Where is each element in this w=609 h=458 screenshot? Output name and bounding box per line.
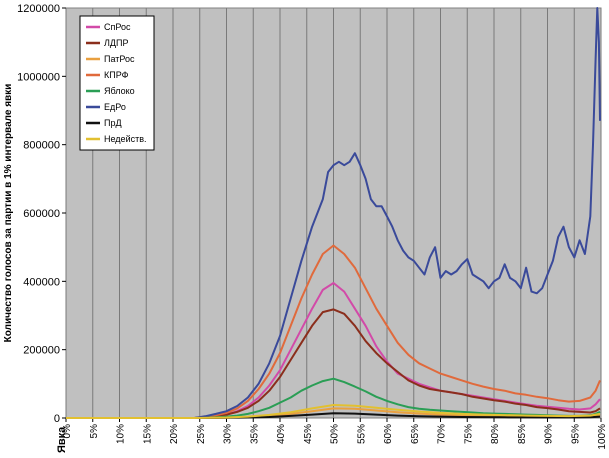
series-line-1 (66, 282, 601, 419)
x-tick-label: 95% (570, 424, 581, 444)
y-tick-label: 0 (54, 413, 60, 425)
x-tick-label: 35% (249, 424, 260, 444)
series-line-6 (66, 7, 601, 419)
legend-label: Недейств. (104, 134, 147, 144)
series-line-4 (66, 244, 601, 419)
x-tick-label: 55% (356, 424, 367, 444)
x-tick-label: 90% (544, 424, 555, 444)
x-tick-label: 45% (303, 424, 314, 444)
y-tick-label: 600000 (23, 208, 60, 220)
x-tick-label: 70% (437, 424, 448, 444)
legend-label: ПатРос (104, 54, 135, 64)
series-line-2 (66, 308, 601, 419)
legend-box (79, 15, 155, 151)
x-tick-label: 80% (490, 424, 501, 444)
x-tick-label: 75% (463, 424, 474, 444)
y-axis-ticks: 0 200000 400000 600000 800000 1000000 1200000 (17, 3, 66, 425)
legend-label: ЛДПР (104, 38, 128, 48)
x-tick-label: 60% (383, 424, 394, 444)
x-tick-label: 5% (89, 424, 100, 439)
legend-label: ПрД (104, 118, 122, 128)
series-line-8 (66, 404, 601, 419)
legend-label: Яблоко (104, 86, 135, 96)
y-tick-label: 1200000 (17, 3, 60, 15)
x-tick-label: 25% (196, 424, 207, 444)
series-line-7 (66, 412, 601, 419)
x-axis-ticks: 0% 5% 10% 15% 20% 25% 30% 35% 40% 45% 50% 55% 60% 65%… (62, 418, 608, 450)
x-tick-label: 15% (142, 424, 153, 444)
x-tick-label: 85% (517, 424, 528, 444)
legend-label: КПРФ (104, 70, 129, 80)
x-tick-label: 100% (597, 424, 608, 450)
series-lines (66, 7, 601, 419)
x-tick-label: 10% (116, 424, 127, 444)
y-tick-label: 200000 (23, 345, 60, 357)
x-axis-label: Явка (56, 426, 68, 453)
x-tick-label: 40% (276, 424, 287, 444)
y-tick-label: 1000000 (17, 71, 60, 83)
y-tick-label: 400000 (23, 276, 60, 288)
x-tick-label: 30% (223, 424, 234, 444)
x-tick-label: 65% (410, 424, 421, 444)
y-axis-label: Количество голосов за партии в 1% интерв… (3, 84, 14, 343)
legend-label: СпРос (104, 22, 131, 32)
x-tick-label: 0% (62, 424, 73, 439)
x-tick-label: 20% (169, 424, 180, 444)
y-tick-label: 800000 (23, 140, 60, 152)
legend-label: ЕдРо (104, 102, 126, 112)
legend: СпРос ЛДПР ПатРос КПРФ Яблоко ЕдРо ПрД Недейств… (79, 15, 155, 151)
x-tick-label: 50% (330, 424, 341, 444)
